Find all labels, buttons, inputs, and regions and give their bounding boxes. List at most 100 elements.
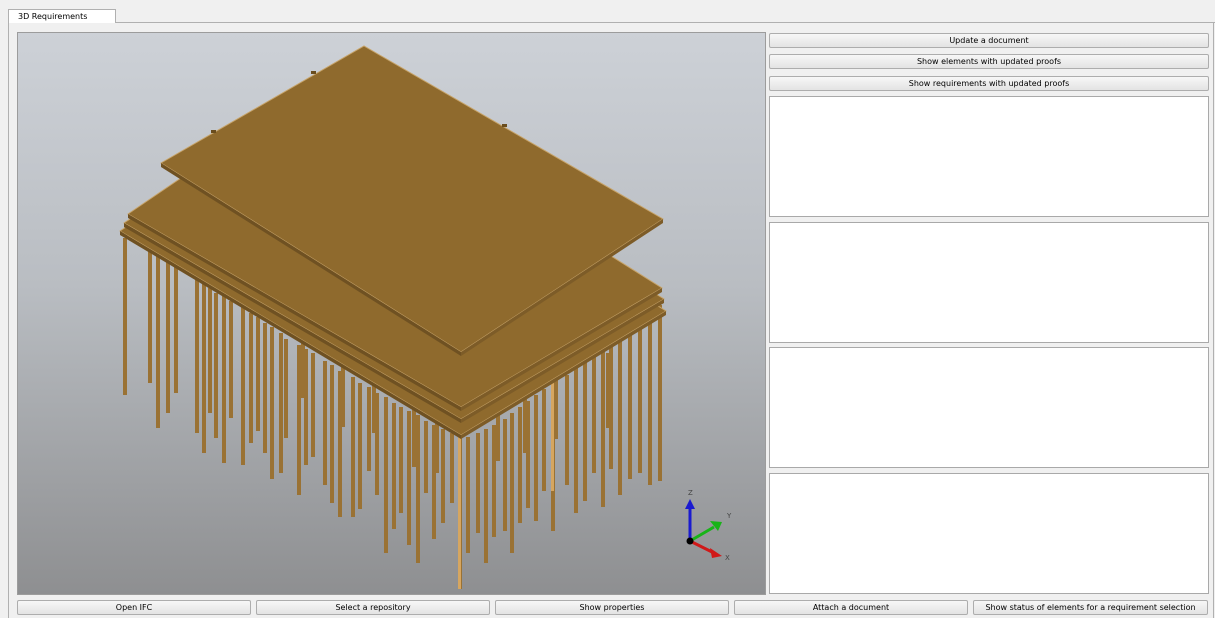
attach-document-button[interactable]: Attach a document (734, 600, 968, 615)
list-panel-3[interactable] (769, 347, 1209, 468)
column-33[interactable] (416, 415, 420, 563)
x-axis-line (689, 539, 715, 555)
column-16[interactable] (270, 327, 274, 479)
column-59[interactable] (648, 313, 652, 485)
column-11[interactable] (229, 301, 233, 418)
column-43[interactable] (503, 419, 507, 531)
column-34[interactable] (424, 421, 428, 493)
column-47[interactable] (534, 395, 538, 521)
list-panel-2[interactable] (769, 222, 1209, 343)
column-69[interactable] (606, 353, 610, 428)
slab-detail-1 (311, 71, 316, 74)
slab-side-4 (461, 219, 663, 356)
column-28[interactable] (375, 393, 379, 495)
column-19[interactable] (297, 345, 301, 495)
column-42[interactable] (492, 425, 496, 537)
column-44[interactable] (510, 413, 514, 553)
column-2[interactable] (148, 248, 152, 383)
column-64[interactable] (412, 393, 416, 467)
column-14[interactable] (256, 317, 260, 431)
update-document-button[interactable]: Update a document (769, 33, 1209, 48)
y-axis-line (689, 525, 715, 543)
list-panel-4[interactable] (769, 473, 1209, 594)
column-54[interactable] (601, 345, 605, 507)
column-13[interactable] (249, 313, 253, 443)
select-repository-button[interactable]: Select a repository (256, 600, 490, 615)
column-60[interactable] (658, 305, 662, 481)
tab-3d-requirements-viewer[interactable]: 3D Requirements Viewer (8, 9, 116, 34)
column-36[interactable] (441, 429, 445, 523)
column-12[interactable] (241, 307, 245, 465)
column-22[interactable] (323, 361, 327, 485)
column-41[interactable] (484, 429, 488, 563)
column-40[interactable] (476, 433, 480, 533)
column-50[interactable] (565, 375, 569, 485)
column-31[interactable] (399, 407, 403, 513)
column-37[interactable] (450, 433, 454, 503)
open-ifc-button[interactable]: Open IFC (17, 600, 251, 615)
tab-strip (116, 9, 1215, 23)
column-61[interactable] (301, 333, 305, 398)
column-5[interactable] (174, 263, 178, 393)
column-46[interactable] (526, 401, 530, 508)
column-24[interactable] (338, 371, 342, 517)
highlighted-column-2[interactable] (551, 383, 554, 491)
column-23[interactable] (330, 365, 334, 503)
column-8[interactable] (208, 288, 212, 413)
column-55[interactable] (609, 339, 613, 469)
column-1[interactable] (123, 238, 127, 395)
column-65[interactable] (435, 405, 439, 473)
column-3[interactable] (156, 253, 160, 428)
column-51[interactable] (574, 367, 578, 513)
axis-triad: Z Y X (685, 489, 732, 562)
slab-detail-3 (502, 124, 507, 127)
column-63[interactable] (372, 373, 376, 433)
column-20[interactable] (304, 349, 308, 465)
y-axis-arrow (710, 521, 722, 531)
column-30[interactable] (392, 403, 396, 529)
column-29[interactable] (384, 397, 388, 553)
list-panel-1[interactable] (769, 96, 1209, 217)
column-15[interactable] (263, 323, 267, 453)
slab-edge-4 (161, 163, 461, 356)
show-elements-updated-proofs-button[interactable]: Show elements with updated proofs (769, 54, 1209, 69)
column-10[interactable] (222, 295, 226, 463)
model-slabs[interactable] (119, 45, 667, 439)
column-18[interactable] (284, 339, 288, 438)
x-axis-label: X (725, 554, 730, 562)
column-45[interactable] (518, 407, 522, 523)
column-53[interactable] (592, 351, 596, 473)
show-requirements-updated-proofs-button[interactable]: Show requirements with updated proofs (769, 76, 1209, 91)
column-48[interactable] (542, 389, 546, 491)
column-17[interactable] (279, 333, 283, 473)
3d-viewport[interactable]: Z Y X (17, 32, 766, 595)
column-4[interactable] (166, 255, 170, 413)
model-columns[interactable] (123, 238, 662, 589)
3d-model-scene[interactable]: Z Y X (18, 33, 766, 595)
column-39[interactable] (466, 437, 470, 553)
highlighted-column-1[interactable] (458, 437, 461, 589)
slab-edge-3 (128, 214, 461, 411)
show-status-button[interactable]: Show status of elements for a requiremen… (973, 600, 1208, 615)
column-57[interactable] (628, 327, 632, 479)
column-26[interactable] (358, 383, 362, 509)
column-56[interactable] (618, 333, 622, 495)
column-58[interactable] (638, 319, 642, 473)
column-68[interactable] (554, 379, 558, 439)
column-32[interactable] (407, 411, 411, 545)
column-9[interactable] (214, 293, 218, 438)
column-6[interactable] (195, 278, 199, 433)
column-35[interactable] (432, 425, 436, 539)
column-25[interactable] (351, 377, 355, 517)
slab-edge-1 (120, 231, 461, 439)
column-66[interactable] (496, 409, 500, 461)
column-27[interactable] (367, 387, 371, 471)
column-52[interactable] (583, 359, 587, 501)
show-properties-button[interactable]: Show properties (495, 600, 729, 615)
y-axis-label: Y (726, 512, 732, 520)
slab-side-2 (461, 299, 664, 423)
column-67[interactable] (523, 395, 527, 453)
column-7[interactable] (202, 283, 206, 453)
column-62[interactable] (341, 353, 345, 427)
column-21[interactable] (311, 353, 315, 457)
